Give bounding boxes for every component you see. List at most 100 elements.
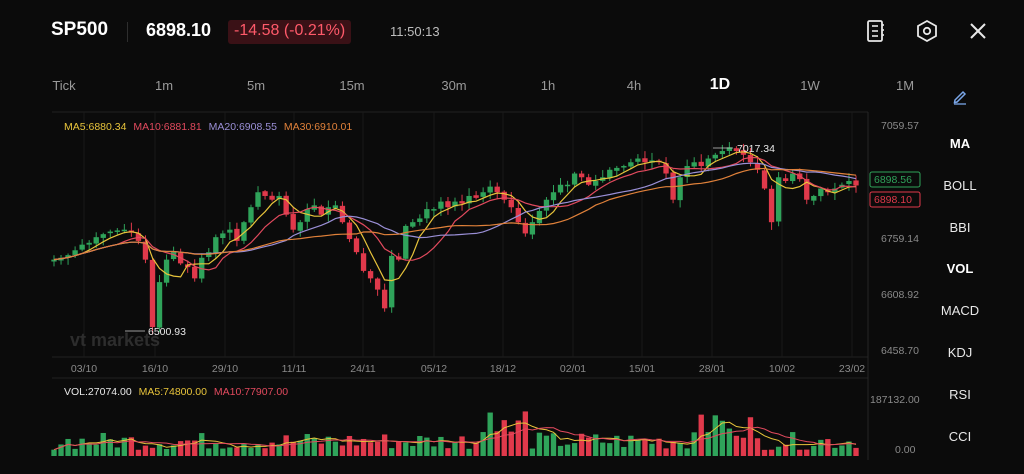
tab-15m[interactable]: 15m (339, 78, 365, 93)
volume-bar (543, 435, 550, 456)
price-chart[interactable]: vt markets MA5:6880.34 MA10:6881.81 MA20… (0, 0, 925, 474)
volume-bar (832, 447, 838, 456)
vol-ma10-legend: MA10:77907.00 (214, 386, 288, 398)
candle-body (754, 163, 761, 170)
indicator-kdj[interactable]: KDJ (947, 345, 973, 360)
volume-bar (761, 449, 768, 456)
volume-bar (550, 433, 557, 456)
volume-bar (797, 449, 803, 456)
indicator-cci[interactable]: CCI (948, 429, 972, 444)
candle-body (290, 214, 296, 230)
volume-bars (51, 411, 859, 456)
tab-30m[interactable]: 30m (441, 78, 467, 93)
candle-body (473, 195, 479, 198)
ma20-legend: MA20:6908.55 (209, 121, 277, 133)
tab-1d[interactable]: 1D (709, 76, 731, 93)
volume-bar (628, 435, 634, 456)
volume-bar (58, 444, 64, 456)
candle-body (367, 271, 374, 279)
candle-body (501, 191, 507, 200)
timestamp: 11:50:13 (390, 24, 440, 39)
candle-body (353, 238, 360, 253)
volume-bar (318, 443, 325, 456)
volume-bar (269, 442, 275, 456)
high-annotation: 7017.34 (737, 143, 775, 155)
candle-body (515, 207, 521, 223)
settings-hex-icon[interactable] (914, 18, 940, 44)
candle-body (480, 192, 486, 197)
volume-bar (100, 432, 106, 456)
candle-body (248, 207, 254, 223)
vol-ma5-legend: MA5:74800.00 (139, 386, 207, 398)
volume-bar (452, 441, 458, 456)
candle-body (360, 253, 367, 271)
volume-bar (213, 443, 219, 456)
indicator-vol[interactable]: VOL (946, 261, 974, 276)
candle-body (466, 195, 472, 204)
ma10-line (53, 156, 857, 271)
indicator-boll[interactable]: BOLL (943, 178, 977, 193)
volume-bar (149, 447, 156, 456)
volume-bar (642, 439, 648, 456)
candle-body (213, 237, 219, 253)
y-tick-1: 7059.57 (881, 120, 919, 132)
candle-body (663, 163, 669, 174)
volume-bar (494, 431, 500, 456)
close-icon[interactable] (965, 18, 991, 44)
candle-body (304, 209, 310, 222)
x-tick-label: 28/01 (699, 363, 725, 375)
volume-bar (515, 420, 521, 456)
indicator-rsi[interactable]: RSI (949, 387, 971, 402)
chart-area[interactable]: vt markets MA5:6880.34 MA10:6881.81 MA20… (0, 0, 925, 474)
candle-body (431, 209, 437, 211)
volume-bar (290, 441, 296, 456)
volume-bar (684, 448, 690, 456)
volume-bar (325, 436, 332, 456)
volume-bar (311, 437, 317, 456)
volume-bar (121, 437, 128, 456)
tab-tick[interactable]: Tick (52, 78, 76, 93)
ma5-legend: MA5:6880.34 (64, 121, 127, 133)
tab-1mo[interactable]: 1M (895, 78, 915, 93)
volume-bar (417, 436, 423, 456)
watermark: vt markets (70, 330, 160, 350)
volume-bar (691, 432, 697, 456)
candle-body (508, 199, 514, 208)
tab-1h[interactable]: 1h (540, 78, 556, 93)
volume-bar (248, 447, 254, 456)
candle-body (761, 170, 768, 189)
volume-bar (719, 420, 726, 456)
ma5-line (53, 151, 857, 282)
indicator-macd[interactable]: MACD (940, 303, 980, 318)
pencil-icon[interactable] (925, 87, 995, 108)
candle-body (192, 266, 198, 279)
candle-body (325, 207, 332, 215)
tab-4h[interactable]: 4h (626, 78, 642, 93)
volume-bar (754, 438, 761, 456)
candle-body (107, 231, 113, 234)
candle-body (733, 148, 740, 152)
tab-5m[interactable]: 5m (246, 78, 266, 93)
candle-body (818, 188, 824, 197)
candle-body (684, 166, 690, 177)
volume-bar (410, 445, 416, 456)
volume-bar (107, 439, 113, 456)
volume-bar (782, 444, 789, 456)
volume-bar (241, 444, 247, 456)
notebook-icon[interactable] (862, 18, 888, 44)
candle-body (65, 255, 71, 258)
candle-body (621, 166, 627, 168)
indicator-ma[interactable]: MA (949, 136, 971, 151)
tab-1m[interactable]: 1m (154, 78, 174, 93)
tab-1w[interactable]: 1W (800, 78, 820, 93)
volume-bar (445, 448, 451, 456)
volume-bar (733, 435, 740, 456)
candlestick-series (51, 142, 859, 335)
volume-bar (768, 449, 775, 456)
header-bar: SP500 6898.10 -14.58 (-0.21%) 11:50:13 (0, 0, 1024, 64)
x-tick-label: 03/10 (71, 363, 97, 375)
indicator-bbi[interactable]: BBI (949, 220, 971, 235)
candle-body (635, 158, 641, 162)
candle-body (804, 178, 810, 200)
x-tick-label: 18/12 (490, 363, 516, 375)
